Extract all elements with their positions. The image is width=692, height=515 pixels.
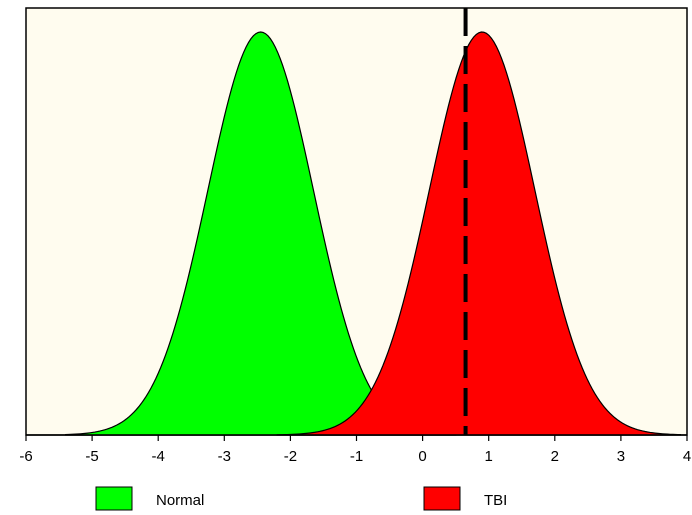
x-tick-label: -2 bbox=[284, 448, 297, 465]
x-tick-label: -4 bbox=[152, 448, 165, 465]
legend: Normal TBI bbox=[95, 486, 507, 511]
legend-swatch-normal bbox=[95, 486, 133, 511]
legend-swatch-tbi bbox=[423, 486, 461, 511]
x-tick-label: -5 bbox=[85, 448, 98, 465]
legend-label-normal: Normal bbox=[156, 492, 204, 509]
x-tick-label: 4 bbox=[683, 448, 691, 465]
x-tick-label: -1 bbox=[350, 448, 363, 465]
legend-entry-normal: Normal bbox=[95, 486, 204, 511]
series-area-tbi bbox=[276, 31, 681, 436]
legend-label-tbi: TBI bbox=[484, 492, 507, 509]
x-tick-label: 2 bbox=[551, 448, 559, 465]
x-tick-label: -6 bbox=[19, 448, 32, 465]
series-layer bbox=[65, 31, 681, 436]
x-tick-label: 0 bbox=[418, 448, 426, 465]
x-axis: -6 -5 -4 -3 -2 -1 0 1 2 3 4 bbox=[19, 434, 691, 465]
x-tick-label: 1 bbox=[485, 448, 493, 465]
x-tick-label: 3 bbox=[617, 448, 625, 465]
x-tick-label: -3 bbox=[218, 448, 231, 465]
legend-entry-tbi: TBI bbox=[423, 486, 507, 511]
